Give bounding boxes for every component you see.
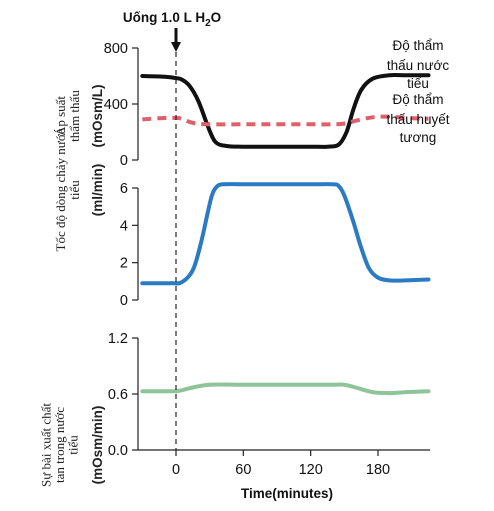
y-tick-label: 1.2 xyxy=(108,331,128,347)
y-axis-title: Sự bài xuất chấttan trong nướctiểu xyxy=(38,403,80,487)
y-tick-label: 2 xyxy=(120,256,128,272)
y-axis-title-line: thẩm thấu xyxy=(67,90,82,142)
event-annotation-suffix: O xyxy=(211,10,222,25)
series-label-line: Độ thẩm xyxy=(392,92,443,107)
panel-2: 0 2 4 6 (ml/min) Tốc độ dòng chảy nướctiểu xyxy=(53,128,431,309)
y-tick-label: 400 xyxy=(104,97,128,113)
y-axis-unit-line: (mOsm/min) xyxy=(90,406,105,485)
y-tick-label: 800 xyxy=(104,41,128,57)
y-axis-title-line: tan trong nước xyxy=(52,407,67,483)
y-axis-title-line: tiểu xyxy=(66,435,81,455)
y-tick-label: 4 xyxy=(120,218,128,234)
series-label-line: tiểu xyxy=(407,76,429,91)
y-axis-unit: (ml/min) xyxy=(90,164,105,217)
y-axis-unit: (mOsm/L) xyxy=(90,84,105,147)
panel-3: 0.0 0.6 1.2 (mOsm/min) Sự bài xuất chấttan t… xyxy=(38,331,431,487)
series-line xyxy=(142,114,429,127)
y-axis-title-line: tiểu xyxy=(67,180,82,200)
y-axis-title: Áp suấtthẩm thấu xyxy=(53,90,82,142)
y-axis-unit-line: (mOsm/L) xyxy=(90,84,105,147)
event-annotation: Uống 1.0 L H2O xyxy=(123,10,221,29)
y-tick-label: 0.0 xyxy=(108,443,128,459)
x-axis: 0 60 120 180 xyxy=(138,449,430,478)
down-arrow-icon xyxy=(171,28,181,52)
event-annotation-subscript: 2 xyxy=(205,18,211,29)
series-label-line: thấu huyết xyxy=(386,112,449,127)
series-label: Độ thẩm thấu huyết tương xyxy=(386,92,449,145)
y-axis-unit-line: (ml/min) xyxy=(90,164,105,217)
y-tick-label: 0.6 xyxy=(108,387,128,403)
series-label-line: thấu nước xyxy=(387,58,449,73)
y-axis-unit: (mOsm/min) xyxy=(90,406,105,485)
event-annotation-prefix: Uống 1.0 L H xyxy=(123,10,205,25)
x-axis-label: Time(minutes) xyxy=(241,486,333,501)
y-tick-label: 6 xyxy=(120,181,128,197)
panel-1: 0 400 800 (mOsm/L) Áp suấtthẩm thấu Độ thẩm th… xyxy=(53,38,450,169)
x-tick-label: 60 xyxy=(235,462,251,478)
y-axis-title-line: Áp suất xyxy=(53,96,68,136)
y-tick-label: 0 xyxy=(120,153,128,169)
series-line xyxy=(140,73,431,149)
x-tick-label: 180 xyxy=(366,462,390,478)
series-label-line: Độ thẩm xyxy=(392,38,443,53)
y-axis-title-line: Sự bài xuất chất xyxy=(38,403,53,487)
x-tick-label: 0 xyxy=(172,462,180,478)
series-line xyxy=(140,382,431,396)
series-label-line: tương xyxy=(400,130,437,145)
y-axis-title: Tốc độ dòng chảy nướctiểu xyxy=(53,128,82,251)
y-tick-label: 0 xyxy=(120,293,128,309)
series-line xyxy=(140,182,431,286)
y-axis-title-line: Tốc độ dòng chảy nước xyxy=(53,128,68,251)
x-tick-label: 120 xyxy=(299,462,323,478)
series-label: Độ thẩm thấu nước tiểu xyxy=(387,38,449,91)
